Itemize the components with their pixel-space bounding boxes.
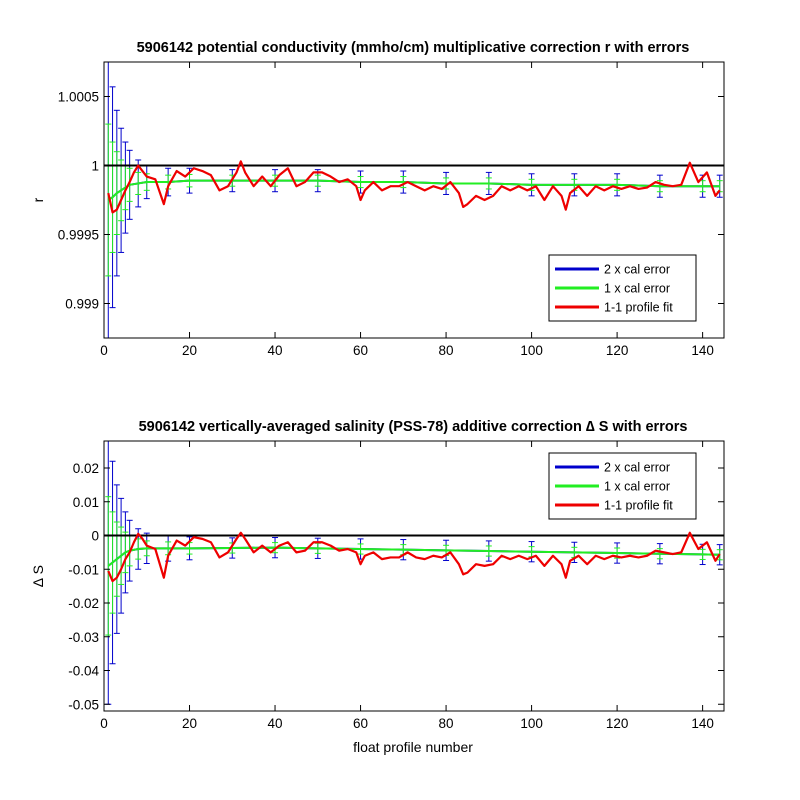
data-layer: [104, 62, 724, 338]
error-bar: [105, 496, 112, 636]
y-tick-label: -0.01: [68, 562, 99, 577]
error-bar: [109, 511, 116, 614]
error-bar: [357, 543, 364, 555]
y-tick-label: -0.02: [68, 596, 99, 611]
plot-title: 5906142 potential conductivity (mmho/cm)…: [137, 40, 690, 56]
legend: 2 x cal error 1 x cal error 1-1 profile fi…: [548, 452, 697, 520]
legend-label: 2 x cal error: [604, 263, 670, 277]
axes-box: [103, 440, 725, 712]
error-bar: [699, 548, 706, 560]
axes-box: [103, 61, 725, 339]
error-bar: [109, 141, 116, 253]
error-bar: [400, 176, 407, 189]
x-tick-label: 140: [691, 343, 714, 358]
x-tick-label: 20: [182, 343, 197, 358]
error-bar: [126, 167, 133, 202]
legend: 2 x cal error 1 x cal error 1-1 profile fi…: [548, 254, 697, 322]
x-tick-label: 120: [606, 716, 629, 731]
y-axis-label: ∆ S: [30, 565, 46, 587]
y-tick-label: -0.03: [68, 630, 99, 645]
error-bar: [122, 531, 129, 574]
y-tick-label: 0.999: [65, 297, 99, 312]
y-tick-label: 0.9995: [58, 228, 99, 243]
y-tick-label: -0.04: [68, 664, 99, 679]
x-tick-label: 120: [606, 343, 629, 358]
y-tick-label: 0: [91, 529, 99, 544]
x-tick-label: 40: [268, 343, 283, 358]
x-tick-label: 40: [268, 716, 283, 731]
error-bar: [314, 174, 321, 187]
error-bar: [656, 548, 663, 560]
x-tick-label: 100: [520, 343, 543, 358]
error-bar: [135, 171, 142, 195]
plot-area: 0 20 40 60 80 100 120 140 0.999 0.9995 1 1.0005 2 x …: [58, 61, 725, 358]
legend-label: 2 x cal error: [604, 461, 670, 475]
fit-line: [107, 160, 721, 214]
plot-area: 0 20 40 60 80 100 120 140 -0.05 -0.04 -0.03 -0.02 -0…: [68, 440, 725, 731]
legend-label: 1-1 profile fit: [604, 301, 673, 315]
y-tick-label: -0.05: [68, 697, 99, 712]
x-tick-label: 60: [353, 716, 368, 731]
error-bar: [118, 526, 125, 585]
error-bar: [443, 177, 450, 190]
y-axis-label: r: [30, 197, 46, 202]
x-axis-label: float profile number: [353, 739, 473, 755]
x-tick-label: 100: [520, 716, 543, 731]
data-layer: [104, 441, 724, 705]
x-tick-label: 140: [691, 716, 714, 731]
error-bar: [485, 545, 492, 557]
fit-line: [107, 531, 721, 583]
x-tick-label: 60: [353, 343, 368, 358]
y-tick-label: 0.02: [73, 461, 99, 476]
salinity-correction-plot: 5906142 vertically-averaged salinity (PS…: [30, 419, 725, 755]
error-bar: [105, 123, 112, 277]
error-bar: [357, 176, 364, 189]
y-tick-label: 1.0005: [58, 90, 99, 105]
error-bar: [485, 177, 492, 190]
x-tick-label: 80: [439, 343, 454, 358]
legend-label: 1 x cal error: [604, 282, 670, 296]
error-bar: [113, 521, 120, 597]
y-tick-label: 1: [91, 159, 99, 174]
x-tick-label: 80: [439, 716, 454, 731]
x-tick-label: 0: [100, 716, 108, 731]
x-tick-label: 0: [100, 343, 108, 358]
plot-title: 5906142 vertically-averaged salinity (PS…: [139, 419, 688, 435]
conductivity-correction-plot: 5906142 potential conductivity (mmho/cm)…: [30, 40, 725, 358]
error-bar: [118, 159, 125, 222]
y-tick-label: 0.01: [73, 495, 99, 510]
legend-label: 1-1 profile fit: [604, 499, 673, 513]
x-tick-label: 20: [182, 716, 197, 731]
legend-label: 1 x cal error: [604, 480, 670, 494]
